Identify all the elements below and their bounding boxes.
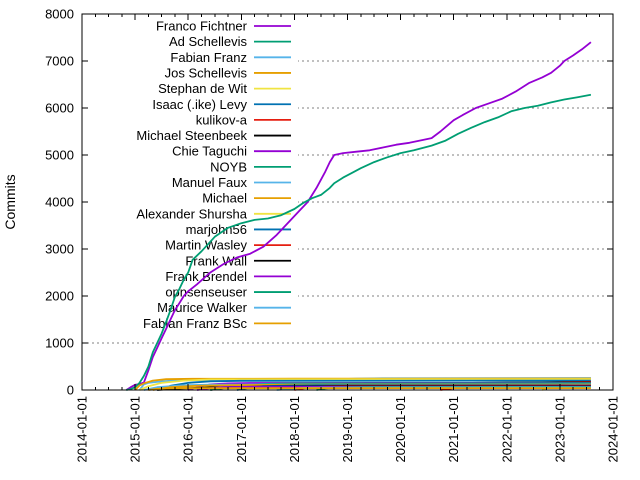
legend-label-ad-schellevis: Ad Schellevis (169, 34, 248, 49)
x-tick-label-2018-01-01: 2018-01-01 (287, 396, 302, 463)
legend-label-fabian-franz: Fabian Franz (170, 50, 247, 65)
series-line-franco-fichtner (125, 41, 592, 391)
x-tick-label-2014-01-01: 2014-01-01 (75, 396, 90, 463)
x-tick-label-2019-01-01: 2019-01-01 (340, 396, 355, 463)
legend-label-alexander-shursha: Alexander Shursha (136, 206, 247, 221)
x-tick-label-2016-01-01: 2016-01-01 (181, 396, 196, 463)
legend-label-opnsenseuser: opnsenseuser (165, 285, 247, 300)
series-line-fabian-franz-bsc (148, 387, 591, 391)
legend-label-isaac-ike-levy: Isaac (.ike) Levy (152, 97, 247, 112)
y-tick-label-5000: 5000 (45, 148, 74, 163)
legend-label-manuel-faux: Manuel Faux (172, 175, 248, 190)
y-axis-label: Commits (2, 174, 18, 229)
x-tick-label-2015-01-01: 2015-01-01 (128, 396, 143, 463)
legend-label-jos-schellevis: Jos Schellevis (165, 65, 248, 80)
legend-label-franco-fichtner: Franco Fichtner (156, 19, 248, 34)
series-line-ad-schellevis (126, 93, 592, 391)
y-tick-label-7000: 7000 (45, 54, 74, 69)
legend-background (88, 15, 298, 333)
legend-label-michael-steenbeek: Michael Steenbeek (136, 128, 247, 143)
legend-label-stephan-de-wit: Stephan de Wit (158, 81, 247, 96)
x-tick-label-2020-01-01: 2020-01-01 (393, 396, 408, 463)
legend-label-noyb: NOYB (210, 159, 247, 174)
x-tick-label-2017-01-01: 2017-01-01 (234, 396, 249, 463)
legend-label-frank-wall: Frank Wall (185, 253, 247, 268)
x-tick-label-2022-01-01: 2022-01-01 (499, 396, 514, 463)
x-tick-label-2023-01-01: 2023-01-01 (552, 396, 567, 463)
x-tick-label-2021-01-01: 2021-01-01 (446, 396, 461, 463)
y-tick-label-2000: 2000 (45, 289, 74, 304)
legend-label-fabian-franz-bsc: Fabian Franz BSc (143, 316, 248, 331)
x-tick-label-2024-01-01: 2024-01-01 (606, 396, 621, 463)
legend-label-chie-taguchi: Chie Taguchi (172, 144, 247, 159)
legend-label-kulikov-a: kulikov-a (196, 112, 248, 127)
y-tick-label-4000: 4000 (45, 195, 74, 210)
y-tick-label-6000: 6000 (45, 101, 74, 116)
series-line-stephan-de-wit (139, 378, 591, 391)
y-tick-label-3000: 3000 (45, 242, 74, 257)
y-tick-label-1000: 1000 (45, 336, 74, 351)
y-tick-label-8000: 8000 (45, 7, 74, 22)
y-tick-label-0: 0 (67, 383, 74, 398)
legend-label-michael: Michael (202, 191, 247, 206)
